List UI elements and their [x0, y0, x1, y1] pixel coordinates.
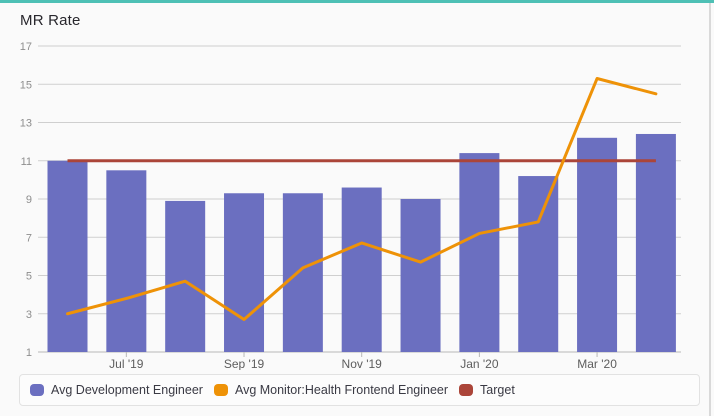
bar-feb20[interactable]	[518, 176, 559, 352]
legend-swatch-icon	[30, 384, 44, 396]
legend-item-target[interactable]: Target	[459, 383, 515, 397]
bar-sep19[interactable]	[224, 193, 265, 352]
y-axis-tick-label: 9	[26, 194, 32, 206]
x-axis-tick-label: Jan '20	[460, 357, 499, 370]
monitor-health-line[interactable]	[66, 77, 658, 321]
y-axis-tick-label: 5	[26, 271, 32, 283]
y-axis-tick-label: 15	[20, 79, 32, 91]
y-axis-tick-label: 7	[26, 232, 32, 244]
y-axis-tick-label: 1	[26, 347, 32, 359]
legend-swatch-icon	[213, 384, 228, 396]
bar-mar20[interactable]	[577, 137, 618, 352]
panel-right-border	[709, 3, 711, 416]
y-axis-tick-label: 17	[20, 41, 32, 53]
x-axis-tick-label: Mar '20	[577, 357, 617, 370]
x-axis-tick-label: Sep '19	[224, 357, 265, 370]
y-axis-tick-label: 13	[20, 118, 32, 130]
legend-item-avg-monitor-health-frontend-engineer[interactable]: Avg Monitor:Health Frontend Engineer	[213, 383, 449, 397]
chart-title: MR Rate	[20, 12, 81, 29]
chart-legend: Avg Development Engineer Avg Monitor:Heal…	[19, 374, 700, 406]
legend-label: Avg Development Engineer	[51, 383, 203, 397]
bar-apr20[interactable]	[635, 133, 676, 352]
legend-item-avg-development-engineer[interactable]: Avg Development Engineer	[30, 383, 203, 397]
bar-oct19[interactable]	[282, 193, 323, 352]
y-axis-tick-label: 11	[21, 156, 32, 168]
legend-label: Target	[480, 383, 515, 397]
bar-dec19[interactable]	[400, 199, 441, 352]
x-axis-tick-label: Nov '19	[342, 357, 383, 370]
bar-jul19[interactable]	[106, 170, 147, 352]
x-axis-tick-label: Jul '19	[109, 357, 144, 370]
legend-swatch-icon	[459, 384, 474, 396]
bar-jan20[interactable]	[459, 153, 500, 352]
bar-jun19[interactable]	[47, 160, 88, 352]
bar-nov19[interactable]	[341, 187, 382, 352]
panel-accent-bar	[0, 0, 714, 3]
legend-label: Avg Monitor:Health Frontend Engineer	[234, 383, 449, 397]
bar-aug19[interactable]	[165, 200, 206, 352]
y-axis-tick-label: 3	[26, 309, 32, 321]
